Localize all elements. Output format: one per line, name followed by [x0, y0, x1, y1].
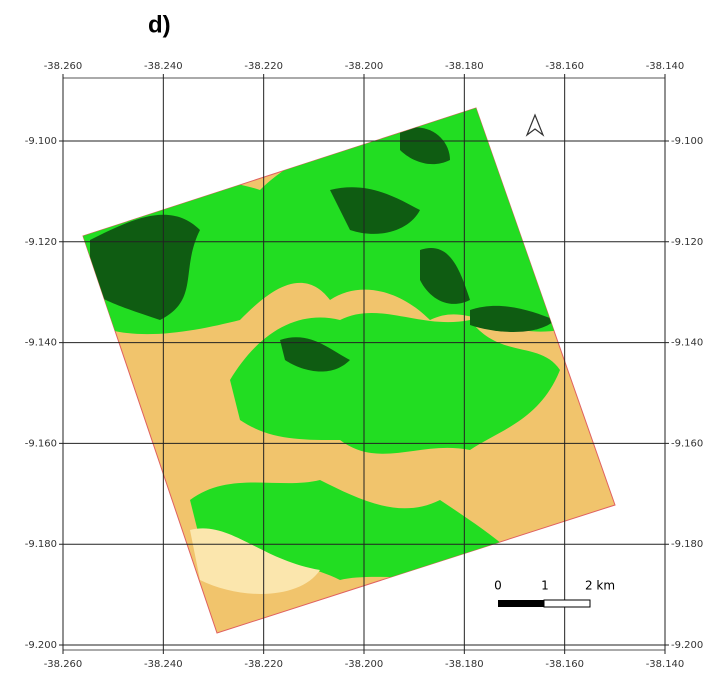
longitude-label: -38.140 — [646, 659, 685, 670]
north-arrow — [527, 115, 543, 135]
latitude-label: -9.100 — [671, 136, 703, 147]
longitude-label: -38.160 — [545, 659, 584, 670]
longitude-label: -38.260 — [44, 61, 83, 72]
longitude-label: -38.220 — [244, 659, 283, 670]
latitude-label: -9.180 — [671, 539, 703, 550]
latitude-label: -9.100 — [25, 136, 57, 147]
longitude-label: -38.180 — [445, 659, 484, 670]
latitude-label: -9.140 — [25, 338, 57, 349]
latitude-label: -9.180 — [25, 539, 57, 550]
longitude-label: -38.200 — [345, 659, 384, 670]
latitude-label: -9.200 — [25, 640, 57, 651]
longitude-label: -38.180 — [445, 61, 484, 72]
panel-label: d) — [148, 11, 171, 38]
longitude-label: -38.160 — [545, 61, 584, 72]
latitude-label: -9.160 — [671, 438, 703, 449]
scale-labels: 0 1 2 km — [494, 579, 615, 593]
longitude-label: -38.220 — [244, 61, 283, 72]
scale-label: 1 — [541, 579, 549, 593]
latitude-label: -9.160 — [25, 438, 57, 449]
longitude-label: -38.140 — [646, 61, 685, 72]
map-figure: d) -38.260 -38.260 -38.240 -38.240 -38.220 -3… — [0, 0, 714, 675]
longitude-label: -38.240 — [144, 659, 183, 670]
longitude-label: -38.260 — [44, 659, 83, 670]
land-cover-raster — [60, 100, 615, 633]
latitude-label: -9.120 — [25, 237, 57, 248]
scale-label: 0 — [494, 579, 502, 593]
scale-label: 2 km — [585, 579, 615, 593]
scale-bar — [498, 600, 590, 607]
latitude-label: -9.200 — [671, 640, 703, 651]
longitude-label: -38.240 — [144, 61, 183, 72]
latitude-label: -9.140 — [671, 338, 703, 349]
longitude-label: -38.200 — [345, 61, 384, 72]
latitude-label: -9.120 — [671, 237, 703, 248]
